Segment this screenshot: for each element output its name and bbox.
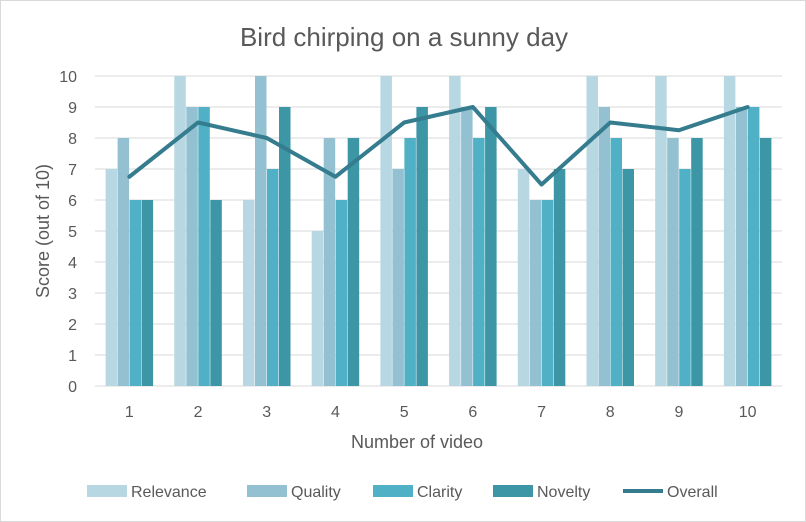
bar-relevance-7 <box>517 169 530 386</box>
bar-novelty-5 <box>416 107 428 386</box>
bar-relevance-10 <box>723 76 736 386</box>
bar-novelty-3 <box>279 107 291 386</box>
bar-relevance-1 <box>105 169 118 386</box>
line-series <box>127 105 750 187</box>
y-tick-label: 7 <box>68 162 77 179</box>
bar-clarity-5 <box>404 138 416 386</box>
bar-novelty-10 <box>759 138 772 386</box>
y-tick-label: 1 <box>68 348 77 365</box>
bar-quality-2 <box>186 107 198 386</box>
bar-novelty-4 <box>347 138 360 386</box>
x-tick-label: 8 <box>606 404 615 421</box>
y-tick-label: 0 <box>68 379 77 396</box>
bar-clarity-9 <box>679 169 691 386</box>
bar-clarity-3 <box>267 169 279 386</box>
bar-novelty-2 <box>210 200 222 386</box>
bar-quality-7 <box>529 200 542 386</box>
bar-relevance-3 <box>243 200 255 386</box>
y-tick-label: 3 <box>68 286 77 303</box>
x-tick-label: 3 <box>262 404 271 421</box>
legend: Relevance Quality Clarity Novelty Overall <box>87 484 718 501</box>
bar-relevance-9 <box>655 76 667 386</box>
legend-swatch-novelty <box>493 485 533 497</box>
x-tick-label: 2 <box>194 404 203 421</box>
y-tick-label: 4 <box>68 255 77 272</box>
bar-quality-10 <box>735 107 748 386</box>
y-tick-label: 2 <box>68 317 77 334</box>
bar-quality-8 <box>598 107 610 386</box>
legend-label-clarity: Clarity <box>417 484 462 501</box>
legend-swatch-clarity <box>373 485 413 497</box>
x-axis-ticks: 1 2 3 4 5 6 7 8 9 10 <box>125 404 757 421</box>
bar-quality-3 <box>255 76 267 386</box>
y-tick-label: 10 <box>59 69 77 86</box>
bar-novelty-7 <box>553 169 566 386</box>
bar-novelty-6 <box>485 107 497 386</box>
bar-clarity-7 <box>541 200 554 386</box>
y-tick-label: 6 <box>68 193 77 210</box>
bar-quality-6 <box>461 107 473 386</box>
bar-relevance-6 <box>449 76 461 386</box>
y-tick-label: 5 <box>68 224 77 241</box>
bar-relevance-5 <box>380 76 392 386</box>
legend-label-overall: Overall <box>667 484 718 501</box>
legend-label-relevance: Relevance <box>131 484 207 501</box>
bar-quality-1 <box>117 138 130 386</box>
x-tick-label: 5 <box>400 404 409 421</box>
legend-swatch-relevance <box>87 485 127 497</box>
bar-clarity-10 <box>747 107 760 386</box>
bar-quality-4 <box>323 138 336 386</box>
y-axis-title: Score (out of 10) <box>33 164 53 298</box>
x-axis-title: Number of video <box>351 432 483 452</box>
bar-clarity-1 <box>129 200 142 386</box>
y-axis-ticks: 0 1 2 3 4 5 6 7 8 9 10 <box>59 69 77 396</box>
bar-novelty-1 <box>141 200 154 386</box>
chart-title: Bird chirping on a sunny day <box>240 22 568 52</box>
bar-clarity-2 <box>198 107 210 386</box>
legend-swatch-quality <box>247 485 287 497</box>
y-tick-label: 9 <box>68 100 77 117</box>
x-tick-label: 10 <box>739 404 757 421</box>
bar-clarity-4 <box>335 200 348 386</box>
legend-label-quality: Quality <box>291 484 341 501</box>
x-tick-label: 6 <box>468 404 477 421</box>
y-tick-label: 8 <box>68 131 77 148</box>
line-overall <box>127 105 750 187</box>
bar-clarity-6 <box>473 138 485 386</box>
bar-quality-9 <box>667 138 679 386</box>
bar-quality-5 <box>392 169 404 386</box>
x-tick-label: 9 <box>674 404 683 421</box>
legend-label-novelty: Novelty <box>537 484 590 501</box>
bar-relevance-8 <box>586 76 598 386</box>
x-tick-label: 1 <box>125 404 134 421</box>
x-tick-label: 7 <box>537 404 546 421</box>
bar-series <box>105 76 772 386</box>
bar-relevance-2 <box>174 76 186 386</box>
bar-clarity-8 <box>610 138 622 386</box>
bar-relevance-4 <box>311 231 324 386</box>
x-tick-label: 4 <box>331 404 340 421</box>
bar-novelty-9 <box>691 138 703 386</box>
bar-novelty-8 <box>622 169 634 386</box>
